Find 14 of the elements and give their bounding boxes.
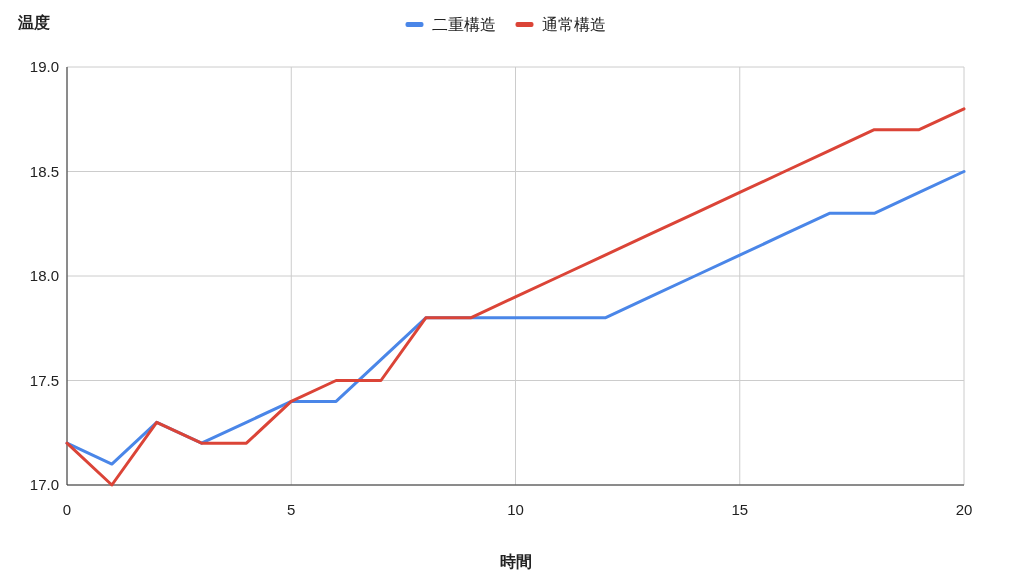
y-tick-label: 17.0 bbox=[29, 476, 59, 493]
x-tick-label: 20 bbox=[955, 501, 973, 518]
legend-label: 通常構造 bbox=[541, 16, 606, 33]
y-tick-label: 18.0 bbox=[29, 267, 59, 284]
legend-label: 二重構造 bbox=[431, 16, 496, 33]
x-tick-label: 0 bbox=[62, 501, 72, 518]
x-tick-label: 5 bbox=[287, 501, 296, 518]
y-tick-label: 17.5 bbox=[29, 371, 59, 389]
x-tick-label: 10 bbox=[507, 501, 524, 518]
y-axis-title: 温度 bbox=[17, 13, 50, 31]
y-tick-label: 19.0 bbox=[29, 58, 59, 75]
x-tick-label: 15 bbox=[731, 501, 749, 518]
x-axis-title: 時間 bbox=[499, 553, 532, 570]
y-tick-label: 18.5 bbox=[29, 162, 59, 180]
